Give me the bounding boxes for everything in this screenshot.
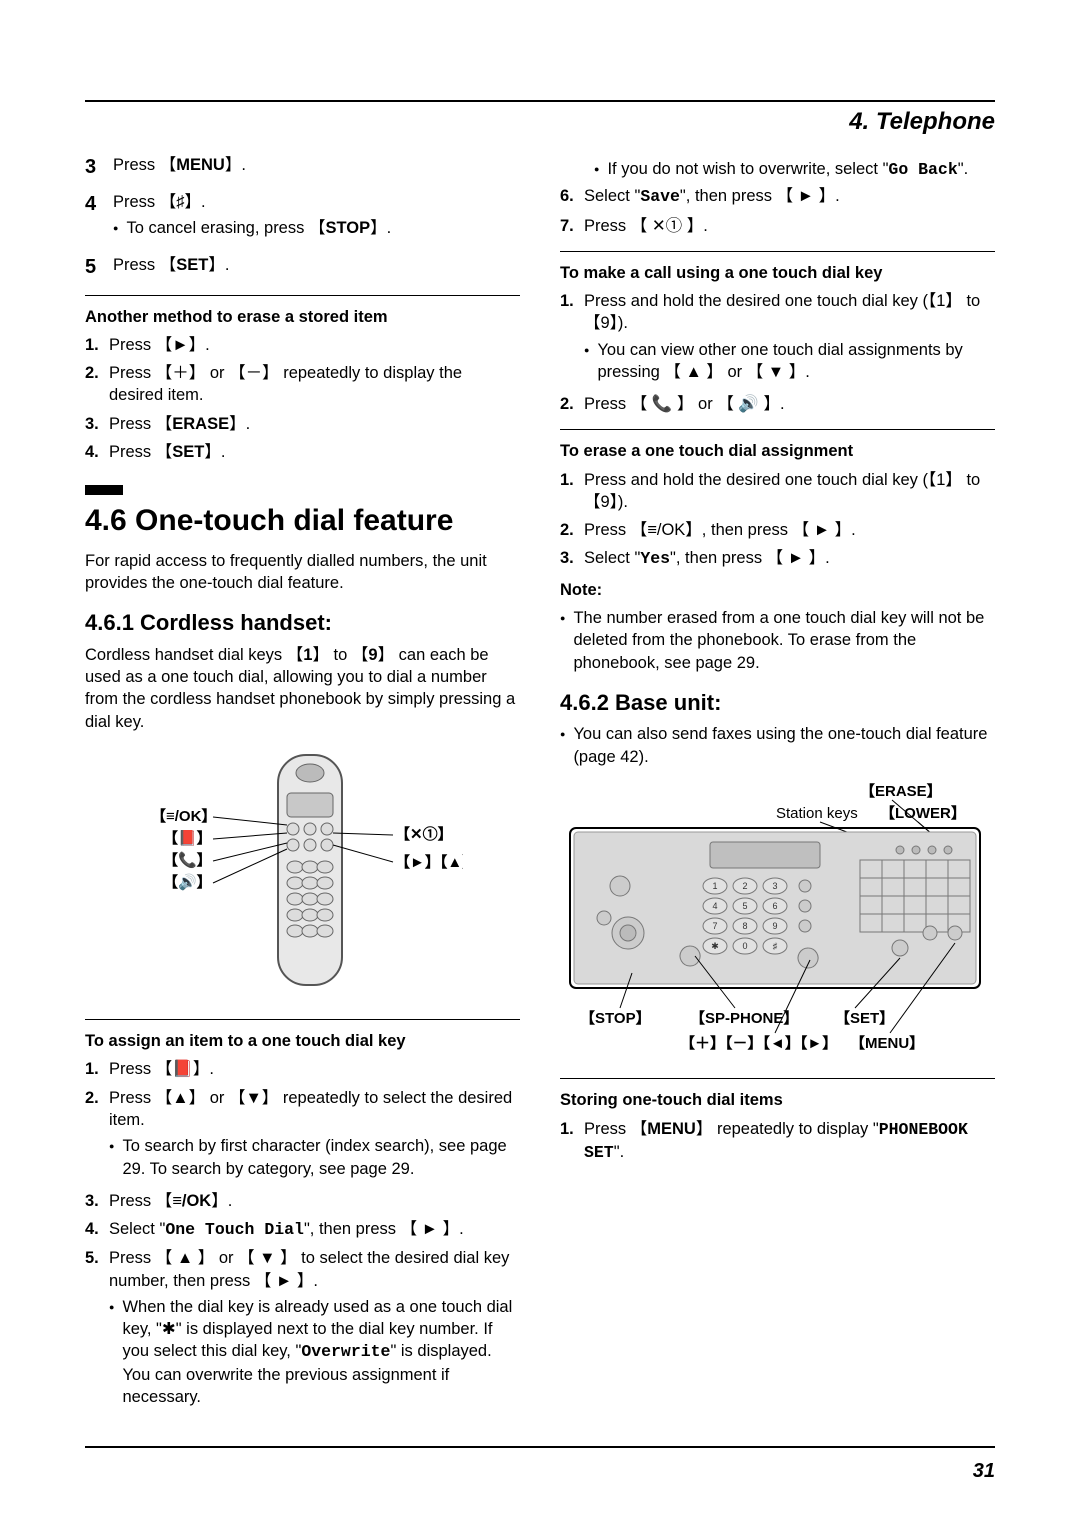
svg-text:【✕①】: 【✕①】 [395,825,453,843]
svg-text:【►】【▲】【▼】: 【►】【▲】【▼】 [395,853,463,871]
page-number: 31 [973,1460,995,1483]
divider [560,429,995,430]
make-call-heading: To make a call using a one touch dial ke… [560,262,995,284]
left-column: 3 Press 【MENU】. 4 Press 【♯】. To cancel e… [85,154,520,1418]
svg-text:✱: ✱ [711,941,719,951]
svg-text:9: 9 [772,921,777,931]
storing-steps: 1.Press 【MENU】 repeatedly to display "PH… [560,1118,995,1165]
divider [560,251,995,252]
another-method-steps: 1.Press 【►】. 2.Press 【＋】 or 【－】 repeated… [85,334,520,463]
erase-label: 【ERASE】 [860,782,942,800]
svg-text:5: 5 [742,901,747,911]
menu-label: 【MENU】 [850,1034,924,1052]
set-label: 【SET】 [835,1009,894,1027]
section-bar [85,485,123,495]
svg-text:2: 2 [742,881,747,891]
right-column: If you do not wish to overwrite, select … [560,154,995,1418]
overwrite-note: If you do not wish to overwrite, select … [594,158,995,181]
note-label: Note: [560,579,995,601]
assign-heading: To assign an item to a one touch dial ke… [85,1030,520,1052]
stop-label: 【STOP】 [580,1009,651,1027]
svg-text:8: 8 [742,921,747,931]
cordless-handset-figure: 【≡/OK】 【📕】 【📞】 【🔊】 【✕①】 【►】【▲】【▼】 [85,747,520,1003]
svg-text:6: 6 [772,901,777,911]
divider [85,295,520,296]
step-4: 4 Press 【♯】. To cancel erasing, press 【S… [85,191,520,244]
nav-arrows-label: 【＋】【－】【◄】【►】 [680,1034,837,1052]
storing-heading: Storing one-touch dial items [560,1089,995,1111]
svg-text:1: 1 [712,881,717,891]
cordless-intro: Cordless handset dial keys 【1】 to 【9】 ca… [85,644,520,733]
divider [85,1019,520,1020]
chapter-title: 4. Telephone [85,108,995,136]
steps-3-5: 3 Press 【MENU】. 4 Press 【♯】. To cancel e… [85,154,520,281]
svg-text:【🔊】: 【🔊】 [163,872,212,891]
step-5: 5 Press 【SET】. [85,254,520,281]
svg-text:0: 0 [742,941,747,951]
assign-steps: 1.Press 【📕】. 2.Press 【▲】 or 【▼】 repeated… [85,1058,520,1412]
base-unit-figure: 【ERASE】 Station keys 【LOWER】 [560,778,995,1064]
svg-text:3: 3 [772,881,777,891]
divider [560,1078,995,1079]
header-rule [85,100,995,102]
erase-steps: 1.Press and hold the desired one touch d… [560,469,995,571]
base-bullet: You can also send faxes using the one-to… [560,723,995,768]
svg-text:♯: ♯ [773,941,778,951]
base-svg: 【ERASE】 Station keys 【LOWER】 [560,778,990,1058]
svg-text:【≡/OK】: 【≡/OK】 [151,807,216,825]
svg-text:【📕】: 【📕】 [163,829,212,847]
note-text: The number erased from a one touch dial … [560,607,995,674]
erase-heading: To erase a one touch dial assignment [560,440,995,462]
section-4-6-title: 4.6 One-touch dial feature [85,501,520,542]
another-method-heading: Another method to erase a stored item [85,306,520,328]
svg-text:【📞】: 【📞】 [163,850,212,869]
handset-svg: 【≡/OK】 【📕】 【📞】 【🔊】 【✕①】 【►】【▲】【▼】 [143,747,463,997]
svg-text:7: 7 [712,921,717,931]
section-intro: For rapid access to frequently dialled n… [85,550,520,595]
station-keys-label: Station keys [776,805,858,822]
svg-text:4: 4 [712,901,717,911]
steps-6-7: 6.Select "Save", then press 【 ► 】. 7.Pre… [560,185,995,237]
footer-rule [85,1446,995,1448]
step-3: 3 Press 【MENU】. [85,154,520,181]
two-column-layout: 3 Press 【MENU】. 4 Press 【♯】. To cancel e… [85,154,995,1418]
lower-label: 【LOWER】 [880,804,966,822]
section-4-6-2-title: 4.6.2 Base unit: [560,688,995,718]
spphone-label: 【SP-PHONE】 [690,1009,798,1027]
section-4-6-1-title: 4.6.1 Cordless handset: [85,608,520,638]
make-call-steps: 1.Press and hold the desired one touch d… [560,290,995,415]
